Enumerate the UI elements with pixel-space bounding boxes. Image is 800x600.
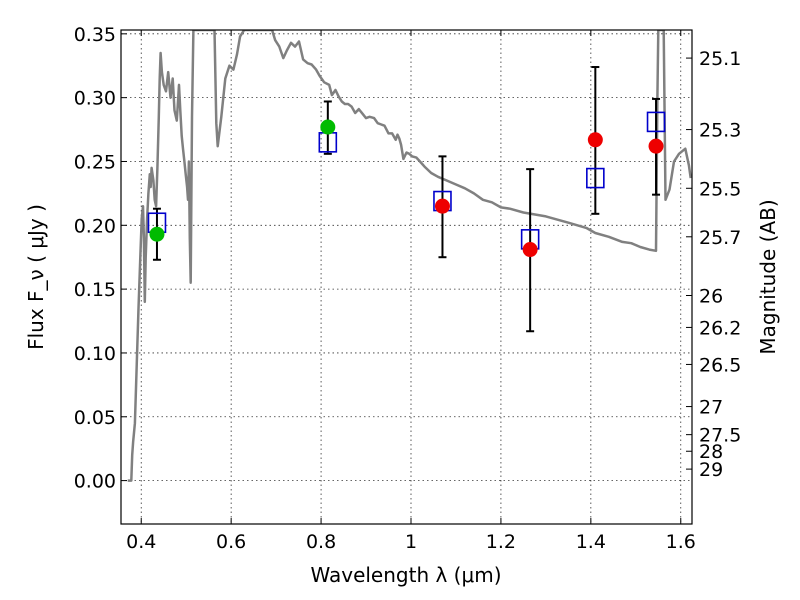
model-spectrum-layer — [127, 30, 692, 482]
y-tick-label: 0.15 — [74, 279, 116, 301]
observed-flux-point — [434, 198, 450, 214]
axis-ticks: 0.4 0.6 0.8 1 1.2 1.4 1.6 0.00 0.05 0.10 0.15 0.20 0… — [74, 24, 742, 553]
plot-frame — [120, 29, 693, 525]
model-flux-box — [646, 111, 666, 133]
observed-points-layer — [149, 119, 664, 258]
right-tick-label: 25.3 — [699, 120, 741, 142]
x-tick-label: 0.8 — [306, 531, 336, 553]
y-tick-label: 0.30 — [74, 88, 116, 110]
y-tick-label: 0.35 — [74, 24, 116, 46]
observed-flux-point — [522, 242, 538, 258]
error-bars-layer — [152, 66, 661, 333]
y-axis-label: Flux F_ν ( μJy ) — [24, 204, 48, 350]
y-tick-label: 0.10 — [74, 343, 116, 365]
grid-lines — [121, 30, 692, 524]
x-tick-label: 1.2 — [486, 531, 516, 553]
x-tick-label: 0.4 — [126, 531, 156, 553]
right-tick-label: 26.5 — [699, 354, 741, 376]
x-tick-label: 0.6 — [216, 531, 246, 553]
y-tick-label: 0.00 — [74, 471, 116, 493]
y-tick-label: 0.05 — [74, 407, 116, 429]
x-tick-label: 1 — [405, 531, 417, 553]
model-spectrum-line — [127, 30, 692, 482]
right-tick-label: 25.5 — [699, 178, 741, 200]
right-tick-label: 26 — [699, 286, 723, 308]
model-flux-box — [586, 167, 605, 189]
right-tick-label: 25.7 — [699, 227, 741, 249]
observed-flux-point — [149, 226, 165, 242]
x-axis-label: Wavelength λ (μm) — [310, 563, 501, 587]
y-tick-label: 0.20 — [74, 215, 116, 237]
observed-flux-point — [648, 138, 664, 154]
observed-flux-point — [320, 119, 336, 135]
right-tick-label: 27.5 — [699, 425, 741, 447]
observed-flux-point — [587, 132, 603, 148]
right-tick-label: 28 — [699, 441, 723, 463]
y-tick-label: 0.25 — [74, 151, 116, 173]
x-tick-label: 1.4 — [576, 531, 606, 553]
right-tick-label: 25.1 — [699, 48, 741, 70]
x-tick-label: 1.6 — [666, 531, 696, 553]
right-tick-label: 29 — [699, 459, 723, 481]
right-tick-label: 27 — [699, 397, 723, 419]
right-tick-label: 26.2 — [699, 317, 741, 339]
right-axis-label: Magnitude (AB) — [756, 199, 780, 354]
